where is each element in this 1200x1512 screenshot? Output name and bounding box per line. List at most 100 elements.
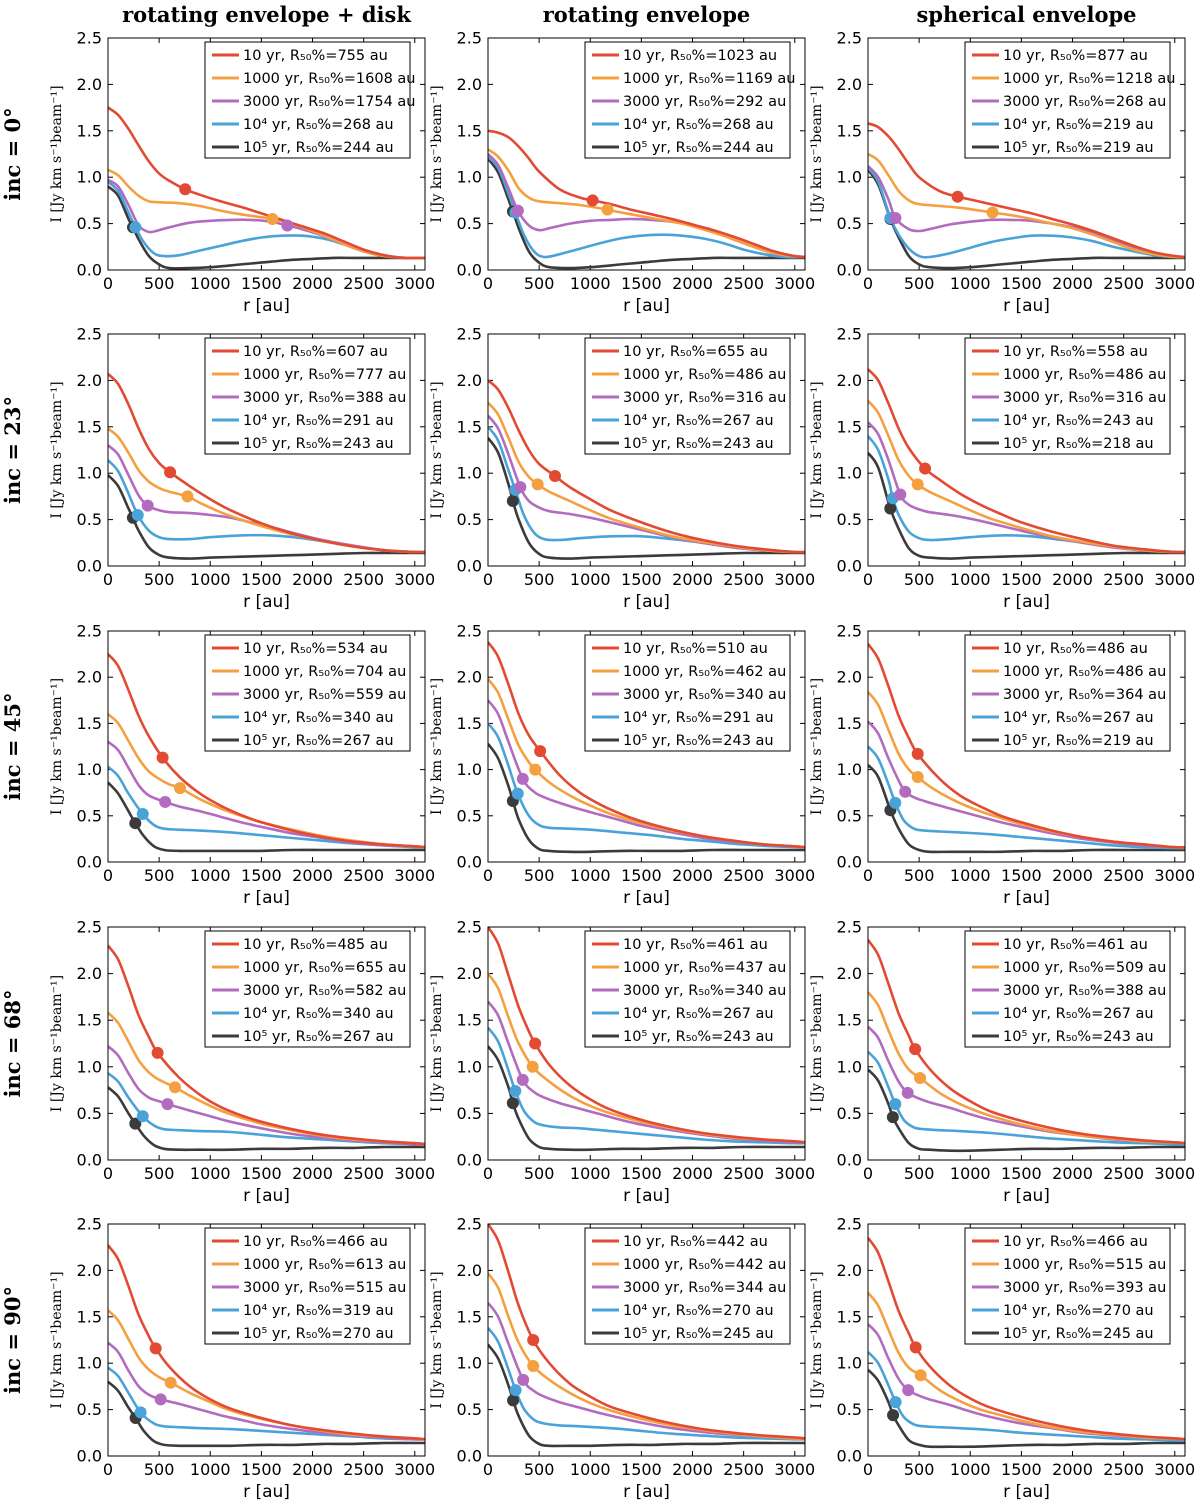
legend-label: 1000 yr, R₅₀%=462 au [623, 664, 786, 680]
x-tick-label: 1500 [621, 274, 662, 293]
x-tick-label: 2000 [672, 570, 713, 589]
legend-label: 1000 yr, R₅₀%=515 au [1003, 1257, 1166, 1273]
x-tick-label: 2500 [1103, 570, 1144, 589]
legend-label: 10⁴ yr, R₅₀%=270 au [1003, 1303, 1154, 1319]
r50-marker [529, 1037, 542, 1050]
x-tick-label: 2000 [292, 570, 333, 589]
axes-frame [487, 37, 806, 271]
y-tick-label: 2.5 [837, 622, 862, 641]
y-tick-label: 2.0 [77, 1261, 102, 1280]
r50-marker [919, 462, 932, 475]
axes-frame [107, 37, 426, 271]
legend: 10 yr, R₅₀%=485 au 1000 yr, R₅₀%=655 au 30… [204, 930, 411, 1048]
legend-label: 10 yr, R₅₀%=655 au [623, 344, 768, 360]
y-tick-label: 2.0 [457, 371, 482, 390]
y-tick-label: 2.5 [457, 918, 482, 937]
legend-box [964, 634, 1171, 752]
y-tick-label: 2.0 [457, 964, 482, 983]
x-tick-label: 2500 [343, 1164, 384, 1183]
r50-marker [136, 807, 149, 820]
legend-label: 10⁴ yr, R₅₀%=268 au [243, 117, 394, 133]
legend-label: 3000 yr, R₅₀%=559 au [243, 687, 406, 703]
legend-label: 10 yr, R₅₀%=607 au [243, 344, 388, 360]
panel: 0.0 0.5 1.0 1.5 2.0 2.5 0 500 1000 1500 2000 2500 30… [49, 29, 435, 317]
plot-area [108, 372, 425, 560]
column-title: spherical envelope [916, 2, 1136, 27]
x-tick-label: 2000 [1052, 274, 1093, 293]
x-tick-label: 500 [144, 1460, 175, 1479]
y-axis-label: I [Jy km s⁻¹beam⁻¹] [809, 1271, 825, 1408]
y-tick-label: 0.5 [837, 214, 862, 233]
x-tick-label: 1000 [950, 274, 991, 293]
legend-label: 10 yr, R₅₀%=486 au [1003, 641, 1148, 657]
r50-marker [154, 1393, 167, 1406]
x-tick-label: 2500 [723, 274, 764, 293]
axes-frame [867, 926, 1186, 1161]
series-line [488, 437, 805, 560]
y-tick-label: 2.5 [457, 1215, 482, 1234]
x-tick-label: 2000 [1052, 866, 1093, 885]
series-line [108, 944, 425, 1146]
x-tick-label: 2500 [1103, 1164, 1144, 1183]
legend-box [204, 337, 411, 455]
y-tick-label: 0.5 [77, 1400, 102, 1419]
x-tick-label: 1000 [570, 1460, 611, 1479]
x-tick-label: 1000 [570, 570, 611, 589]
r50-marker [909, 1043, 922, 1056]
axes-frame [107, 630, 426, 863]
legend-label: 1000 yr, R₅₀%=704 au [243, 664, 406, 680]
y-tick-label: 0.0 [457, 1151, 482, 1170]
y-tick-label: 1.0 [77, 464, 102, 483]
x-tick-label: 500 [524, 1164, 555, 1183]
r50-marker [914, 1071, 927, 1084]
legend-label: 1000 yr, R₅₀%=1608 au [243, 71, 416, 87]
y-tick-label: 2.0 [837, 75, 862, 94]
legend-label: 1000 yr, R₅₀%=509 au [1003, 960, 1166, 976]
legend-label: 10⁵ yr, R₅₀%=218 au [1003, 436, 1154, 452]
legend-box [204, 634, 411, 752]
plot-area [868, 939, 1185, 1153]
r50-marker [951, 190, 964, 203]
legend-label: 3000 yr, R₅₀%=340 au [623, 983, 786, 999]
y-tick-label: 0.0 [77, 261, 102, 280]
legend-label: 10⁴ yr, R₅₀%=243 au [1003, 413, 1154, 429]
x-tick-label: 3000 [1154, 570, 1195, 589]
x-tick-label: 2000 [292, 1460, 333, 1479]
x-axis-label: r [au] [623, 296, 670, 316]
x-tick-label: 3000 [1154, 274, 1195, 293]
r50-marker [159, 795, 172, 808]
series-line [488, 722, 805, 849]
r50-marker [134, 1406, 147, 1419]
panel: 0.0 0.5 1.0 1.5 2.0 2.5 0 500 1000 1500 2000 2500 30… [49, 622, 435, 909]
r50-marker [506, 495, 519, 508]
legend-box [964, 1227, 1171, 1345]
y-tick-label: 0.0 [457, 261, 482, 280]
x-tick-label: 0 [483, 1164, 493, 1183]
plot-area [488, 641, 805, 854]
x-tick-label: 500 [524, 274, 555, 293]
y-axis-label: I [Jy km s⁻¹beam⁻¹] [49, 381, 65, 518]
y-tick-label: 1.0 [77, 1057, 102, 1076]
legend-label: 10⁵ yr, R₅₀%=270 au [243, 1326, 394, 1342]
legend: 10 yr, R₅₀%=442 au 1000 yr, R₅₀%=442 au 30… [584, 1227, 791, 1345]
y-axis-label: I [Jy km s⁻¹beam⁻¹] [49, 975, 65, 1112]
y-tick-label: 2.5 [77, 918, 102, 937]
y-tick-label: 1.5 [837, 121, 862, 140]
x-tick-label: 2500 [343, 866, 384, 885]
r50-marker [161, 1098, 174, 1111]
y-axis-label: I [Jy km s⁻¹beam⁻¹] [49, 678, 65, 815]
x-tick-label: 3000 [394, 1460, 435, 1479]
x-tick-label: 3000 [394, 866, 435, 885]
r50-marker [151, 1046, 164, 1059]
y-axis-label: I [Jy km s⁻¹beam⁻¹] [429, 85, 445, 222]
r50-marker [527, 1359, 540, 1372]
legend-label: 3000 yr, R₅₀%=268 au [1003, 94, 1166, 110]
y-tick-label: 1.5 [457, 121, 482, 140]
legend: 10 yr, R₅₀%=877 au 1000 yr, R₅₀%=1218 au 3… [964, 41, 1176, 159]
axes-frame [107, 1223, 426, 1457]
x-tick-label: 1000 [950, 866, 991, 885]
x-tick-label: 1500 [1001, 570, 1042, 589]
x-tick-label: 500 [144, 1164, 175, 1183]
x-axis-label: r [au] [623, 1186, 670, 1206]
series-line [108, 474, 425, 560]
